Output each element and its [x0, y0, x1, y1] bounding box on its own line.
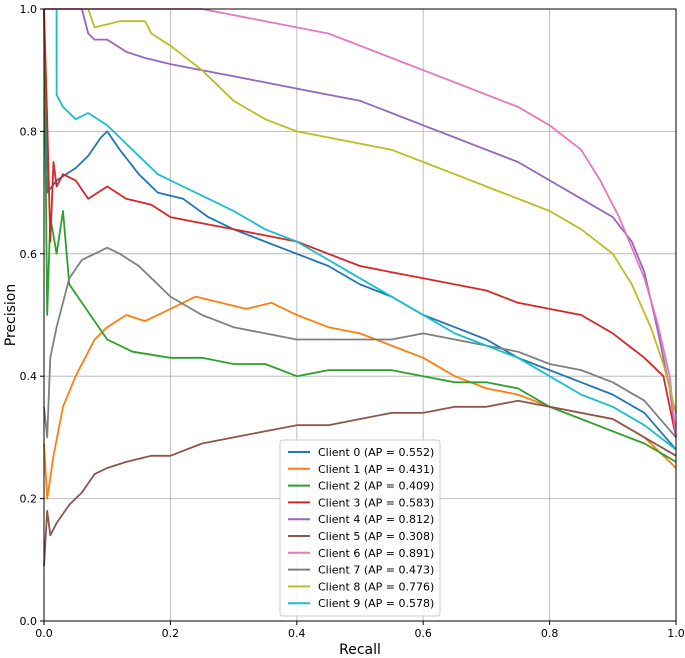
y-axis-ticks: 0.0 0.2 0.4 0.6 0.8 1.0 [20, 3, 44, 628]
legend-entry-client-9: Client 9 (AP = 0.578) [318, 597, 434, 610]
legend-entry-client-6: Client 6 (AP = 0.891) [318, 547, 434, 560]
series-line-client-2 [43, 8, 677, 463]
y-tick-label: 0.4 [20, 370, 38, 383]
series-line-client-6 [44, 8, 677, 438]
y-axis-label: Precision [3, 284, 19, 346]
legend-entry-client-3: Client 3 (AP = 0.583) [318, 496, 434, 509]
legend-entry-client-7: Client 7 (AP = 0.473) [318, 564, 434, 577]
legend-entry-client-4: Client 4 (AP = 0.812) [318, 513, 434, 526]
y-tick-label: 1.0 [20, 3, 38, 16]
series-line-client-7 [43, 246, 677, 439]
y-tick-label: 0.6 [20, 248, 38, 261]
series-line-client-9 [55, 9, 677, 451]
series-line-client-8 [87, 8, 677, 414]
plot-frame [43, 8, 677, 622]
legend-entry-client-1: Client 1 (AP = 0.431) [318, 463, 434, 476]
legend-entry-client-8: Client 8 (AP = 0.776) [318, 580, 434, 593]
series-line-client-3 [43, 8, 677, 438]
legend-entry-client-2: Client 2 (AP = 0.409) [318, 480, 434, 493]
legend-box [279, 439, 441, 617]
y-tick-label: 0.2 [20, 493, 38, 506]
x-axis-ticks: 0.0 0.2 0.4 0.6 0.8 1.0 [35, 621, 685, 640]
y-tick-label: 0.0 [20, 615, 38, 628]
x-tick-label: 0.2 [162, 627, 180, 640]
x-tick-label: 0.6 [414, 627, 432, 640]
legend-entry-client-5: Client 5 (AP = 0.308) [318, 530, 434, 543]
x-tick-label: 0.8 [541, 627, 559, 640]
series-lines [43, 8, 677, 566]
series-line-client-5 [43, 399, 677, 566]
x-tick-label: 0.4 [288, 627, 306, 640]
y-tick-label: 0.8 [20, 125, 38, 138]
series-line-client-1 [43, 295, 677, 500]
x-axis-label: Recall [339, 642, 381, 658]
legend: Client 0 (AP = 0.552) Client 1 (AP = 0.43… [279, 439, 441, 617]
x-tick-label: 0.0 [35, 627, 53, 640]
series-line-client-0 [43, 8, 677, 451]
x-tick-label: 1.0 [667, 627, 685, 640]
legend-entry-client-0: Client 0 (AP = 0.552) [318, 446, 434, 459]
